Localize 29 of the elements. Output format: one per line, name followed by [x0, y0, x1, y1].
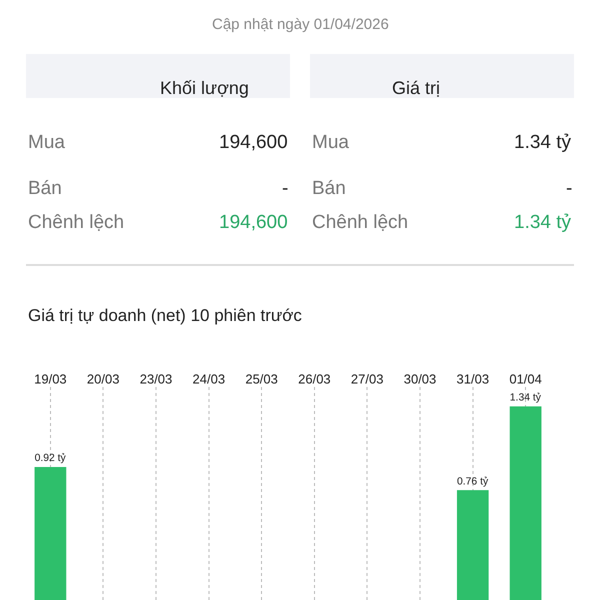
text: 194,600: [219, 132, 288, 153]
text: Mua: [312, 132, 350, 153]
x-tick-label: 25/03: [245, 371, 278, 386]
category-label: Khối lượng: [160, 78, 249, 98]
data-label: 0.76 tỷ: [456, 476, 489, 488]
x-tick-label: 01/04: [509, 371, 542, 386]
x-tick-label: 24/03: [192, 371, 226, 386]
text: 194,600: [219, 212, 288, 233]
x-tick-label: 31/03: [456, 371, 490, 386]
text: -: [566, 178, 572, 199]
text: Bán: [28, 178, 62, 199]
text: Cập nhật ngày 01/04/2026: [212, 16, 389, 33]
x-tick-label: 27/03: [350, 371, 384, 386]
x-tick-label: 23/03: [140, 371, 172, 386]
chart-title: Giá trị tự doanh (net) 10 phiên trước: [28, 306, 302, 325]
text: Chênh lệch: [312, 212, 408, 233]
x-tick-label: 19/03: [34, 371, 67, 386]
text: Bán: [312, 178, 346, 199]
text: Chênh lệch: [28, 212, 124, 233]
x-tick-label: 20/03: [86, 371, 120, 386]
text: Mua: [28, 132, 66, 153]
data-label: 1.34 tỷ: [510, 392, 542, 404]
text: 1.34 tỷ: [514, 212, 572, 233]
x-tick-label: 30/03: [404, 371, 436, 386]
text: 1.34 tỷ: [514, 132, 572, 153]
data-label: 0.92 tỷ: [34, 453, 67, 464]
text: -: [282, 178, 288, 199]
x-tick-label: 26/03: [298, 371, 331, 386]
category-label: Giá trị: [392, 78, 440, 98]
